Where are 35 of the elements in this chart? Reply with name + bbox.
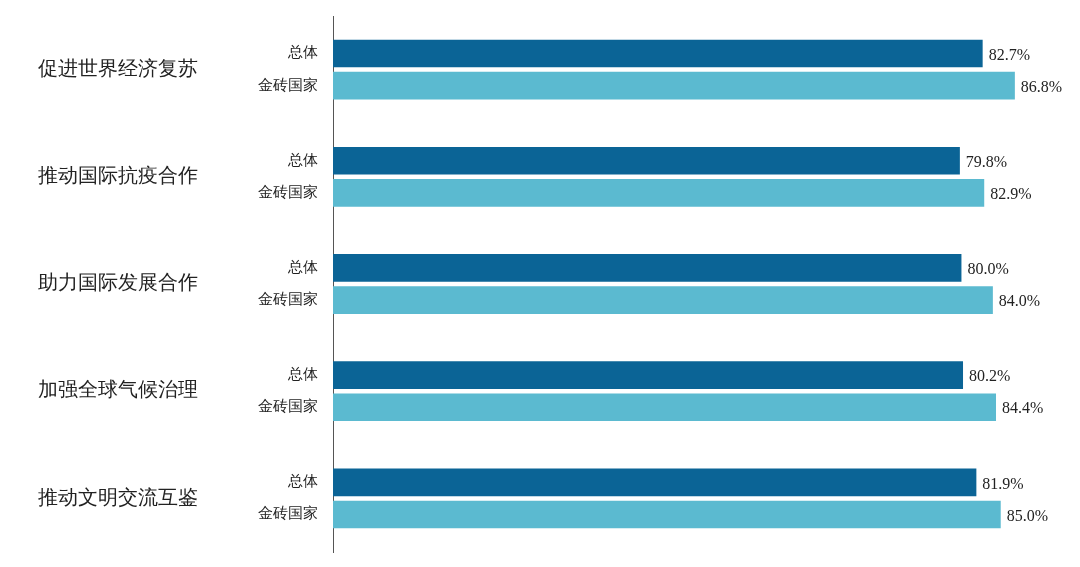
y-tick-label: 促进世界经济复苏 [38,56,198,79]
data-label: 84.4% [1002,399,1044,417]
bar [333,361,964,389]
y-tick-label: 推动文明交流互鉴 [38,485,198,508]
text: 金砖国家 [258,505,318,522]
bar [333,146,960,175]
series-label: 金砖国家 [258,76,318,93]
text: 金砖国家 [258,398,318,415]
y-tick-label: 加强全球气候治理 [38,378,198,401]
text: 总体 [288,151,318,168]
bar [333,179,985,207]
text: 金砖国家 [258,183,318,200]
bar [333,500,1001,529]
bar [333,39,983,68]
y-tick-label: 推动国际抗疫合作 [38,164,198,187]
text: 总体 [288,366,318,383]
data-label: 80.0% [967,260,1009,278]
data-label: 82.9% [990,185,1032,203]
data-label: 82.7% [988,45,1030,63]
data-label: 86.8% [1020,77,1063,95]
data-label: 79.8% [965,152,1008,170]
text: 总体 [288,258,318,275]
bar [333,393,997,422]
y-tick-label: 助力国际发展合作 [38,271,198,294]
data-label: 85.0% [1006,506,1049,524]
data-label: 80.2% [969,367,1011,385]
bar [333,468,977,497]
text: 金砖国家 [258,291,318,308]
bar [333,254,962,282]
bar [333,71,1015,100]
data-label: 81.9% [982,474,1024,492]
text: 总体 [288,473,318,490]
bar [333,286,993,314]
series-label: 总体 [287,44,318,61]
data-label: 84.0% [998,292,1041,310]
